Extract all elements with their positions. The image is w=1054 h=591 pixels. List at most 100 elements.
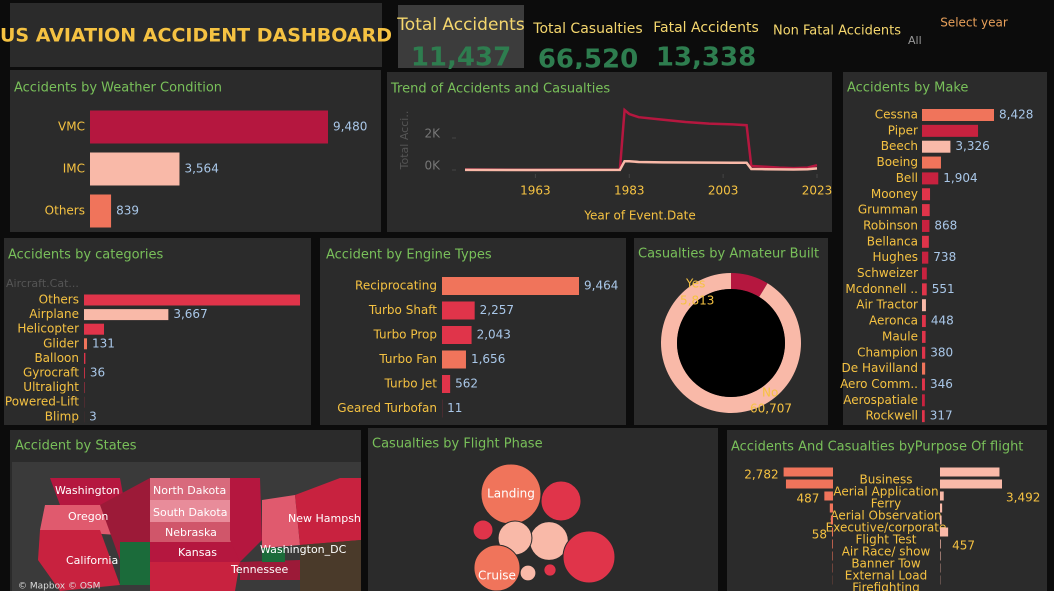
panel-title: Accident by Engine Types — [326, 248, 492, 263]
value-label: 448 — [931, 314, 954, 328]
category-label: Turbo Jet — [384, 377, 438, 391]
value-label: 346 — [930, 377, 953, 391]
panel-title: Accidents by Weather Condition — [14, 81, 222, 96]
category-label: Beech — [881, 139, 918, 153]
category-label: Flight Test — [856, 533, 917, 547]
bar — [940, 539, 941, 549]
bar — [90, 152, 180, 186]
category-label: Bell — [896, 171, 918, 185]
value-label: 551 — [932, 282, 955, 296]
map-label: Tennessee — [230, 563, 289, 576]
axis-title: Aircraft.Cat... — [6, 277, 79, 290]
panel — [320, 238, 626, 425]
map-label: New Hampsh — [288, 512, 361, 525]
category-label: Mcdonnell .. — [845, 282, 918, 296]
value-label: 1,656 — [471, 352, 505, 366]
category-label: Robinson — [863, 218, 918, 232]
value-label: 562 — [455, 377, 478, 391]
bar — [84, 309, 169, 321]
value-label: 2,043 — [477, 328, 511, 342]
bar — [832, 551, 833, 561]
state — [120, 542, 150, 585]
category-label: External Load — [845, 569, 927, 583]
map: Washington North Dakota Oregon South Dak… — [12, 462, 361, 591]
category-label: Airplane — [29, 307, 79, 321]
panel-title: Accidents by categories — [8, 248, 164, 263]
state — [150, 562, 240, 591]
value-label: 839 — [116, 204, 139, 218]
category-label: Schweizer — [857, 266, 918, 280]
bar — [830, 515, 833, 525]
filter-value[interactable]: All — [908, 34, 922, 47]
category-label: Firefighting — [852, 581, 919, 591]
state — [150, 500, 230, 522]
value-label: 8,428 — [999, 108, 1033, 122]
map-label: North Dakota — [153, 484, 226, 497]
panel-title: Casualties by Amateur Built — [638, 247, 819, 262]
category-label: Turbo Prop — [373, 328, 437, 342]
bar — [922, 378, 925, 391]
x-tick-label: 2003 — [708, 184, 739, 198]
category-label: Aerospatiale — [843, 393, 918, 407]
category-label: Business — [860, 473, 913, 487]
bar — [442, 277, 579, 295]
category-label: Turbo Fan — [378, 352, 437, 366]
bar — [442, 301, 475, 320]
category-label: Ferry — [871, 497, 901, 511]
bar — [922, 235, 929, 248]
donut-hole — [677, 289, 785, 397]
bubble — [562, 530, 616, 584]
dashboard-title: US AVIATION ACCIDENT DASHBOARD — [0, 25, 392, 47]
panel-title: Accidents And Casualties byPurpose Of fl… — [731, 440, 1023, 455]
state — [150, 522, 235, 542]
bar — [84, 338, 88, 350]
slice-value: 60,707 — [750, 402, 792, 416]
bar — [442, 350, 466, 369]
value-label: 3 — [89, 409, 97, 423]
category-label: Aerial Application — [833, 485, 938, 499]
category-label: Air Race/ show — [842, 545, 931, 559]
line — [464, 159, 818, 172]
category-label: Aeronca — [869, 314, 918, 328]
category-label: Air Tractor — [856, 298, 918, 312]
y-tick-label: 0K — [424, 159, 441, 173]
bar — [922, 219, 930, 232]
value-label: 3,667 — [173, 307, 207, 321]
panel-title: Accident by States — [15, 439, 137, 454]
value-label: 9,480 — [333, 120, 367, 134]
map-label: Washington — [55, 484, 120, 497]
bar — [922, 124, 979, 137]
category-label: Hughes — [873, 250, 919, 264]
title-box — [10, 3, 382, 67]
kpi-value: 13,338 — [656, 43, 756, 73]
category-label: Balloon — [34, 351, 79, 365]
map-label: South Dakota — [153, 506, 227, 519]
kpi-label: Total Accidents — [396, 15, 525, 35]
bar — [442, 326, 472, 344]
bubble-label: Cruise — [478, 569, 516, 583]
value-label: 380 — [930, 345, 953, 359]
bar — [940, 503, 943, 513]
bar — [922, 267, 927, 280]
category-label: Geared Turbofan — [337, 401, 437, 415]
state — [50, 478, 125, 505]
x-tick-label: 1963 — [520, 184, 551, 198]
bar — [922, 330, 926, 343]
category-label: Maule — [882, 329, 918, 343]
state — [262, 548, 285, 562]
category-label: Executive/corporate — [826, 521, 947, 535]
category-label: Cessna — [875, 108, 918, 122]
bar — [84, 294, 300, 306]
axis-title: Total Acci.. — [398, 111, 411, 171]
bar — [831, 527, 833, 537]
bar — [940, 491, 944, 501]
category-label: Grumman — [858, 203, 918, 217]
panel-title: Accidents by Make — [847, 81, 968, 96]
state — [150, 542, 240, 562]
value-label: 868 — [934, 218, 957, 232]
value-label: 738 — [933, 250, 956, 264]
bar — [832, 539, 833, 549]
y-tick-label: 2K — [424, 127, 441, 141]
kpi-label: Non Fatal Accidents — [773, 24, 901, 39]
donut-slice — [731, 273, 768, 297]
